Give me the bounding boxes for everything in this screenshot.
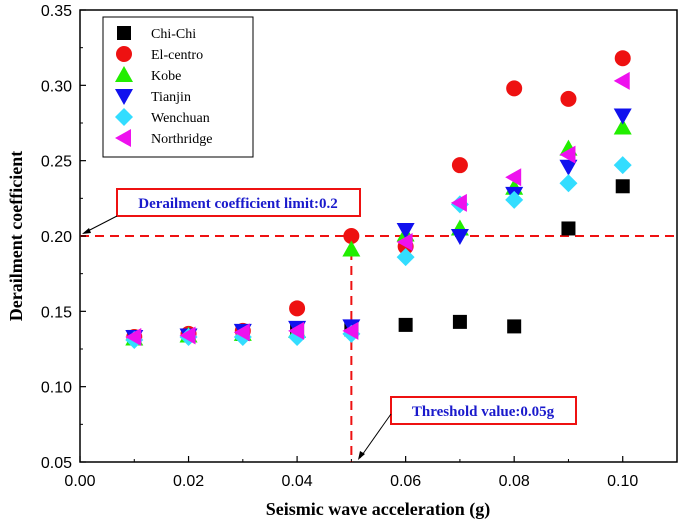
el-centro-point — [506, 80, 523, 97]
legend-marker-chi-chi — [117, 26, 131, 40]
legend-marker-northridge — [115, 129, 131, 147]
x-tick-label: 0.08 — [499, 473, 530, 490]
legend-label: Chi-Chi — [151, 27, 196, 42]
el-centro-point — [289, 300, 306, 317]
chi-chi-point — [615, 179, 630, 194]
el-centro-point — [614, 50, 631, 67]
el-centro-point — [343, 228, 360, 244]
wenchuan-point — [396, 248, 415, 267]
y-tick-label: 0.20 — [41, 229, 72, 246]
x-tick-label: 0.06 — [390, 473, 421, 490]
legend-marker-kobe — [115, 66, 133, 82]
x-axis-title: Seismic wave acceleration (g) — [266, 499, 490, 520]
northridge-point — [233, 323, 250, 342]
threshold-annotation-label: Threshold value:0.05g — [412, 404, 555, 420]
threshold-arrow-head — [358, 451, 365, 460]
threshold-annotation: Threshold value:0.05g — [358, 396, 577, 460]
legend-label: Wenchuan — [151, 111, 210, 126]
northridge-point — [559, 145, 576, 164]
y-tick-label: 0.35 — [41, 3, 72, 20]
legend-label: El-centro — [151, 48, 203, 63]
tianjin-point — [450, 229, 469, 245]
y-tick-label: 0.05 — [41, 455, 72, 472]
limit-annotation-box — [116, 188, 361, 217]
legend-marker-tianjin — [115, 89, 133, 105]
northridge-point — [342, 321, 359, 340]
tianjin-point — [559, 159, 578, 176]
x-tick-label: 0.04 — [282, 473, 313, 490]
limit-arrow-head — [82, 228, 91, 234]
legend-marker-el-centro — [116, 46, 132, 62]
limit-annotation: Derailment coefficient limit:0.2 — [82, 188, 361, 234]
threshold-annotation-arrow — [359, 413, 392, 459]
kobe-point — [613, 118, 632, 135]
kobe-point — [342, 240, 361, 257]
tianjin-point — [396, 222, 415, 239]
northridge-point — [505, 168, 522, 187]
legend-label: Kobe — [151, 69, 181, 84]
northridge-point — [179, 326, 196, 345]
x-tick-label: 0.02 — [173, 473, 204, 490]
northridge-point — [396, 233, 413, 252]
chi-chi-point — [452, 314, 467, 329]
y-tick-label: 0.15 — [41, 304, 72, 321]
northridge-point — [125, 327, 142, 346]
threshold-annotation-box — [390, 396, 577, 425]
chi-chi-point — [561, 221, 576, 236]
chi-chi-point — [398, 317, 413, 332]
y-axis-title: Derailment coefficient — [6, 151, 26, 321]
northridge-point — [613, 71, 630, 90]
wenchuan-point — [559, 174, 578, 193]
legend-label: Tianjin — [151, 90, 191, 105]
y-tick-label: 0.25 — [41, 154, 72, 171]
tianjin-point — [613, 108, 632, 125]
limit-annotation-label: Derailment coefficient limit:0.2 — [138, 196, 338, 212]
northridge-point — [450, 193, 467, 212]
northridge-point — [288, 321, 305, 340]
x-tick-label: 0.00 — [64, 473, 95, 490]
el-centro-point — [451, 157, 468, 174]
legend: Chi-Chi El-centro Kobe Tianjin Wenchuan North… — [102, 16, 254, 158]
el-centro-point — [560, 90, 577, 107]
chi-chi-point — [507, 319, 522, 334]
y-tick-label: 0.10 — [41, 380, 72, 397]
y-tick-label: 0.30 — [41, 78, 72, 95]
x-tick-label: 0.10 — [607, 473, 638, 490]
wenchuan-point — [505, 190, 524, 209]
legend-label: Northridge — [151, 132, 212, 147]
wenchuan-point — [613, 156, 632, 175]
legend-marker-wenchuan — [115, 108, 133, 126]
